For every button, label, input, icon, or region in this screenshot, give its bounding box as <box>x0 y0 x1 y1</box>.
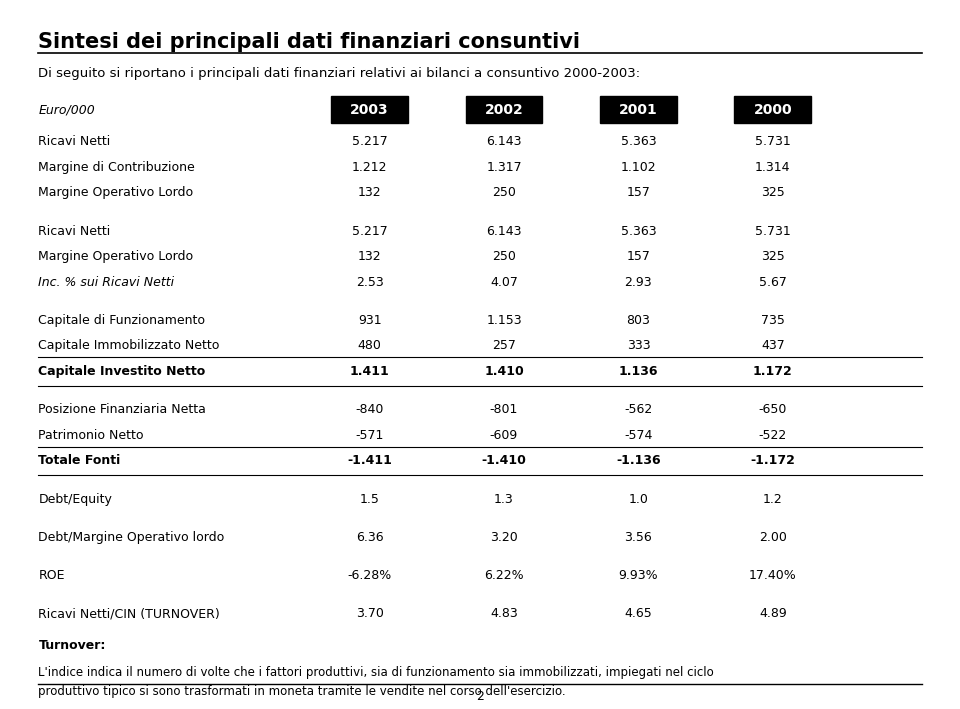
Text: Inc. % sui Ricavi Netti: Inc. % sui Ricavi Netti <box>38 276 175 289</box>
Text: 6.22%: 6.22% <box>484 569 524 582</box>
Text: 3.56: 3.56 <box>625 531 652 544</box>
Text: 132: 132 <box>358 250 381 263</box>
Text: Capitale di Funzionamento: Capitale di Funzionamento <box>38 314 205 327</box>
Text: 2.53: 2.53 <box>356 276 383 289</box>
Text: 5.363: 5.363 <box>620 135 657 148</box>
Text: -801: -801 <box>490 403 518 416</box>
Text: 2.93: 2.93 <box>625 276 652 289</box>
Text: Ricavi Netti/CIN (TURNOVER): Ricavi Netti/CIN (TURNOVER) <box>38 608 220 620</box>
Text: Capitale Investito Netto: Capitale Investito Netto <box>38 365 205 378</box>
Text: 4.89: 4.89 <box>759 608 786 620</box>
Text: 250: 250 <box>492 186 516 199</box>
Text: 5.217: 5.217 <box>351 225 388 238</box>
Text: 333: 333 <box>627 340 650 352</box>
Text: 1.172: 1.172 <box>753 365 793 378</box>
Text: 931: 931 <box>358 314 381 327</box>
Text: 325: 325 <box>761 186 784 199</box>
Text: 1.3: 1.3 <box>494 493 514 506</box>
Text: Euro/000: Euro/000 <box>38 104 95 116</box>
Text: -840: -840 <box>355 403 384 416</box>
Text: -574: -574 <box>624 429 653 442</box>
Text: 9.93%: 9.93% <box>618 569 659 582</box>
Text: Capitale Immobilizzato Netto: Capitale Immobilizzato Netto <box>38 340 220 352</box>
Text: 157: 157 <box>627 250 650 263</box>
Text: Debt/Margine Operativo lordo: Debt/Margine Operativo lordo <box>38 531 225 544</box>
Text: 2002: 2002 <box>485 103 523 117</box>
Text: 17.40%: 17.40% <box>749 569 797 582</box>
Text: ROE: ROE <box>38 569 65 582</box>
Text: -1.411: -1.411 <box>348 454 392 467</box>
Text: 1.410: 1.410 <box>484 365 524 378</box>
Text: produttivo tipico si sono trasformati in moneta tramite le vendite nel corso del: produttivo tipico si sono trasformati in… <box>38 685 566 698</box>
Text: 4.83: 4.83 <box>491 608 517 620</box>
Text: 250: 250 <box>492 250 516 263</box>
Text: 803: 803 <box>627 314 650 327</box>
Text: 2.00: 2.00 <box>758 531 787 544</box>
Text: -1.410: -1.410 <box>482 454 526 467</box>
Text: 437: 437 <box>761 340 784 352</box>
Text: Margine di Contribuzione: Margine di Contribuzione <box>38 161 195 174</box>
FancyBboxPatch shape <box>600 96 677 123</box>
Text: -609: -609 <box>490 429 518 442</box>
Text: 4.65: 4.65 <box>625 608 652 620</box>
Text: -1.136: -1.136 <box>616 454 660 467</box>
Text: L'indice indica il numero di volte che i fattori produttivi, sia di funzionament: L'indice indica il numero di volte che i… <box>38 666 714 679</box>
Text: Sintesi dei principali dati finanziari consuntivi: Sintesi dei principali dati finanziari c… <box>38 32 581 52</box>
Text: -1.172: -1.172 <box>751 454 795 467</box>
Text: 5.67: 5.67 <box>758 276 787 289</box>
Text: Margine Operativo Lordo: Margine Operativo Lordo <box>38 186 194 199</box>
FancyBboxPatch shape <box>466 96 542 123</box>
Text: 480: 480 <box>358 340 381 352</box>
Text: -571: -571 <box>355 429 384 442</box>
Text: Ricavi Netti: Ricavi Netti <box>38 135 110 148</box>
Text: 5.217: 5.217 <box>351 135 388 148</box>
Text: 1.136: 1.136 <box>618 365 659 378</box>
Text: 1.317: 1.317 <box>486 161 522 174</box>
Text: 157: 157 <box>627 186 650 199</box>
Text: 6.143: 6.143 <box>487 225 521 238</box>
Text: -650: -650 <box>758 403 787 416</box>
Text: 1.0: 1.0 <box>629 493 648 506</box>
Text: Di seguito si riportano i principali dati finanziari relativi ai bilanci a consu: Di seguito si riportano i principali dat… <box>38 67 640 80</box>
Text: Turnover:: Turnover: <box>38 640 106 652</box>
Text: 1.212: 1.212 <box>352 161 387 174</box>
Text: 2: 2 <box>476 690 484 703</box>
Text: 4.07: 4.07 <box>490 276 518 289</box>
Text: Posizione Finanziaria Netta: Posizione Finanziaria Netta <box>38 403 206 416</box>
FancyBboxPatch shape <box>331 96 408 123</box>
Text: 5.731: 5.731 <box>755 225 791 238</box>
Text: 1.2: 1.2 <box>763 493 782 506</box>
Text: 2003: 2003 <box>350 103 389 117</box>
Text: -6.28%: -6.28% <box>348 569 392 582</box>
Text: Patrimonio Netto: Patrimonio Netto <box>38 429 144 442</box>
Text: Margine Operativo Lordo: Margine Operativo Lordo <box>38 250 194 263</box>
Text: 132: 132 <box>358 186 381 199</box>
Text: Ricavi Netti: Ricavi Netti <box>38 225 110 238</box>
Text: 325: 325 <box>761 250 784 263</box>
Text: 1.102: 1.102 <box>620 161 657 174</box>
Text: 1.5: 1.5 <box>360 493 379 506</box>
Text: Totale Fonti: Totale Fonti <box>38 454 121 467</box>
Text: 5.731: 5.731 <box>755 135 791 148</box>
Text: 735: 735 <box>761 314 784 327</box>
Text: 6.143: 6.143 <box>487 135 521 148</box>
Text: -562: -562 <box>624 403 653 416</box>
Text: 2000: 2000 <box>754 103 792 117</box>
Text: 1.314: 1.314 <box>756 161 790 174</box>
Text: 1.153: 1.153 <box>486 314 522 327</box>
Text: 257: 257 <box>492 340 516 352</box>
Text: 3.20: 3.20 <box>491 531 517 544</box>
Text: -522: -522 <box>758 429 787 442</box>
Text: 2001: 2001 <box>619 103 658 117</box>
Text: 1.411: 1.411 <box>349 365 390 378</box>
Text: 3.70: 3.70 <box>355 608 384 620</box>
Text: 5.363: 5.363 <box>620 225 657 238</box>
FancyBboxPatch shape <box>734 96 811 123</box>
Text: 6.36: 6.36 <box>356 531 383 544</box>
Text: Debt/Equity: Debt/Equity <box>38 493 112 506</box>
